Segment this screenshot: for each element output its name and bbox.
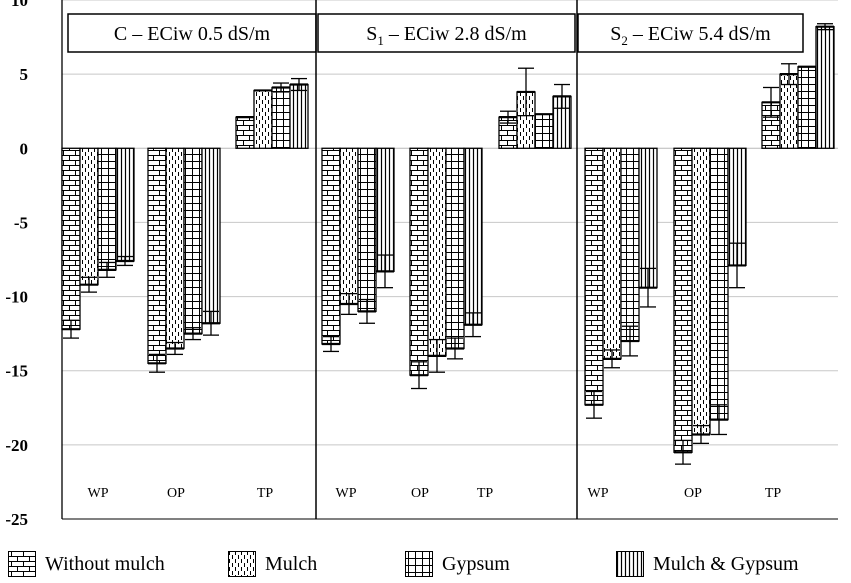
legend-label: Gypsum <box>442 552 510 575</box>
panel-title-sub: 1 <box>377 33 384 48</box>
legend-item-mulch: Mulch <box>228 551 317 577</box>
bar <box>61 147 81 330</box>
bar <box>534 113 554 149</box>
bar <box>235 116 255 149</box>
bar <box>165 147 185 350</box>
panel-title-box <box>317 13 576 53</box>
legend-swatch-brick <box>8 551 36 577</box>
panels: C – ECiw 0.5 dS/m S1 – ECiw 2.8 dS/m S2 – … <box>67 0 804 519</box>
bar <box>602 147 622 360</box>
panel-title: S2 – ECiw 5.4 dS/m <box>610 23 771 48</box>
panel-title-rest: – ECiw 5.4 dS/m <box>628 23 771 45</box>
panel-title-box <box>577 13 804 53</box>
bar <box>201 147 221 324</box>
panel-title-main: S <box>610 23 621 45</box>
panel-title-sub: 2 <box>621 33 628 48</box>
legend-swatch-vlines <box>616 551 644 577</box>
bar <box>797 66 817 149</box>
legend-label: Mulch & Gypsum <box>653 552 799 575</box>
bar <box>357 147 377 313</box>
category-label: TP <box>257 486 274 501</box>
bar <box>321 147 341 345</box>
panel-title-main: S <box>366 23 377 45</box>
bar <box>709 147 729 421</box>
bar <box>147 147 167 364</box>
bar <box>779 73 799 149</box>
panel-title-main: C – ECiw 0.5 dS/m <box>114 23 271 45</box>
legend-label: Without mulch <box>45 552 165 575</box>
legend-item-without-mulch: Without mulch <box>8 551 165 577</box>
y-tick-label: -5 <box>14 213 28 232</box>
category-label: OP <box>167 486 185 501</box>
bar <box>79 147 99 286</box>
category-label: WP <box>88 486 109 501</box>
y-tick-label: -20 <box>5 436 28 455</box>
category-labels: WP OP TP WP OP TP WP OP TP <box>88 486 782 501</box>
bar <box>289 83 309 149</box>
category-label: TP <box>765 486 782 501</box>
bar <box>815 26 835 149</box>
legend-swatch-dash <box>228 551 256 577</box>
bar <box>115 147 135 262</box>
y-tick-label: -25 <box>5 510 28 529</box>
bar <box>409 147 429 376</box>
y-tick-label: 5 <box>20 65 29 84</box>
category-label: TP <box>477 486 494 501</box>
bar <box>638 147 658 289</box>
bar <box>183 147 203 335</box>
bar <box>375 147 395 273</box>
bar <box>673 147 693 453</box>
category-label: WP <box>588 486 609 501</box>
legend-swatch-grid <box>405 551 433 577</box>
category-label: WP <box>336 486 357 501</box>
category-label: OP <box>411 486 429 501</box>
panel-title: S1 – ECiw 2.8 dS/m <box>366 23 527 48</box>
bar <box>97 147 117 271</box>
bar <box>620 147 640 342</box>
bar <box>445 147 465 350</box>
category-label: OP <box>684 486 702 501</box>
legend-label: Mulch <box>265 552 318 575</box>
bar <box>271 86 291 149</box>
y-tick-label: -10 <box>5 288 28 307</box>
bar <box>427 147 447 357</box>
bar <box>339 147 359 305</box>
y-tick-label: 10 <box>11 0 28 10</box>
bar <box>463 147 483 326</box>
bar <box>253 89 273 149</box>
bar <box>691 147 711 436</box>
y-tick-label: 0 <box>20 139 29 158</box>
panel-title: C – ECiw 0.5 dS/m <box>114 23 271 45</box>
y-axis: 10 5 0 -5 -10 -15 -20 -25 <box>5 0 838 529</box>
legend-item-mulch-gypsum: Mulch & Gypsum <box>616 551 799 577</box>
bar <box>584 147 604 406</box>
legend: Without mulch Mulch Gypsum Mulch & Gypsu… <box>0 545 851 581</box>
bars <box>61 23 835 465</box>
panel-title-rest: – ECiw 2.8 dS/m <box>384 23 527 45</box>
y-tick-label: -15 <box>5 362 28 381</box>
legend-item-gypsum: Gypsum <box>405 551 510 577</box>
